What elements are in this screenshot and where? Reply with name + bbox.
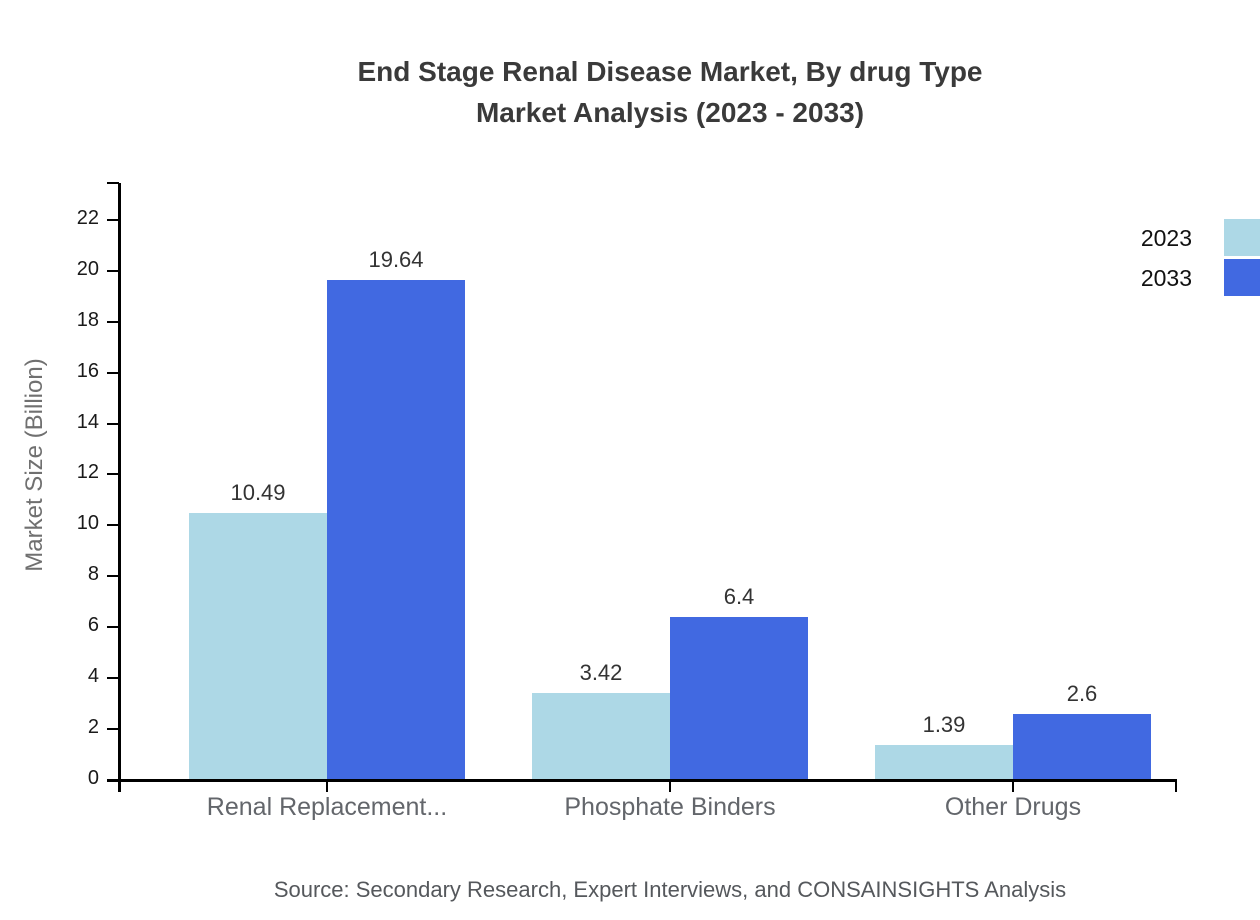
x-axis-category-label: Renal Replacement... [206, 793, 448, 821]
y-axis-line [118, 183, 121, 792]
legend-label-2033: 2033 [1140, 265, 1192, 291]
bar-value-label: 19.64 [368, 246, 424, 272]
y-tick-mark [107, 524, 119, 527]
y-tick-mark [107, 728, 119, 731]
bar-2023-cat2 [875, 744, 1013, 780]
y-tick-label: 0 [87, 767, 99, 789]
y-tick-label: 14 [76, 410, 99, 433]
bar-2023-cat1 [532, 692, 670, 780]
x-axis-line [107, 779, 1177, 782]
y-tick-mark [107, 269, 119, 272]
y-tick-label: 10 [76, 512, 99, 535]
y-tick-mark [107, 473, 119, 476]
bar-value-label: 1.39 [922, 711, 966, 737]
x-axis-end-cap [1175, 780, 1177, 792]
y-tick-mark [107, 371, 119, 374]
y-tick-label: 18 [76, 308, 99, 331]
chart-title: End Stage Renal Disease Market, By drug … [119, 51, 1221, 133]
bar-2033-cat2 [1013, 713, 1151, 780]
y-tick-label: 20 [76, 257, 99, 280]
x-tick-mark [326, 780, 328, 792]
y-axis-top-cap [107, 182, 119, 184]
y-tick-label: 12 [76, 461, 99, 484]
y-tick-label: 8 [87, 563, 99, 586]
y-tick-mark [107, 677, 119, 680]
y-tick-label: 4 [87, 665, 99, 688]
bar-value-label: 2.6 [1066, 680, 1098, 706]
bar-2033-cat0 [327, 279, 465, 780]
x-axis-category-label: Phosphate Binders [564, 793, 776, 821]
bar-2023-cat0 [189, 512, 327, 780]
bar-value-label: 3.42 [579, 659, 623, 685]
bar-value-label: 6.4 [723, 584, 755, 610]
x-axis-category-label: Other Drugs [944, 793, 1082, 821]
y-tick-mark [107, 575, 119, 578]
legend-label-2023: 2023 [1140, 225, 1192, 251]
y-tick-mark [107, 218, 119, 221]
source-note: Source: Secondary Research, Expert Inter… [273, 877, 1067, 902]
legend-swatch-2033 [1224, 259, 1260, 296]
y-tick-mark [107, 422, 119, 425]
y-tick-mark [107, 626, 119, 629]
x-tick-mark [1012, 780, 1014, 792]
y-tick-label: 22 [76, 206, 99, 229]
bar-2033-cat1 [670, 617, 808, 780]
chart-title-line2: Market Analysis (2023 - 2033) [475, 97, 865, 128]
chart-title-line1: End Stage Renal Disease Market, By drug … [357, 56, 983, 87]
bar-value-label: 10.49 [230, 479, 286, 505]
x-tick-mark [669, 780, 671, 792]
legend-swatch-2023 [1224, 219, 1260, 256]
y-tick-label: 6 [87, 614, 99, 637]
y-tick-label: 16 [76, 359, 99, 382]
y-tick-mark [107, 320, 119, 323]
y-tick-label: 2 [87, 716, 99, 739]
